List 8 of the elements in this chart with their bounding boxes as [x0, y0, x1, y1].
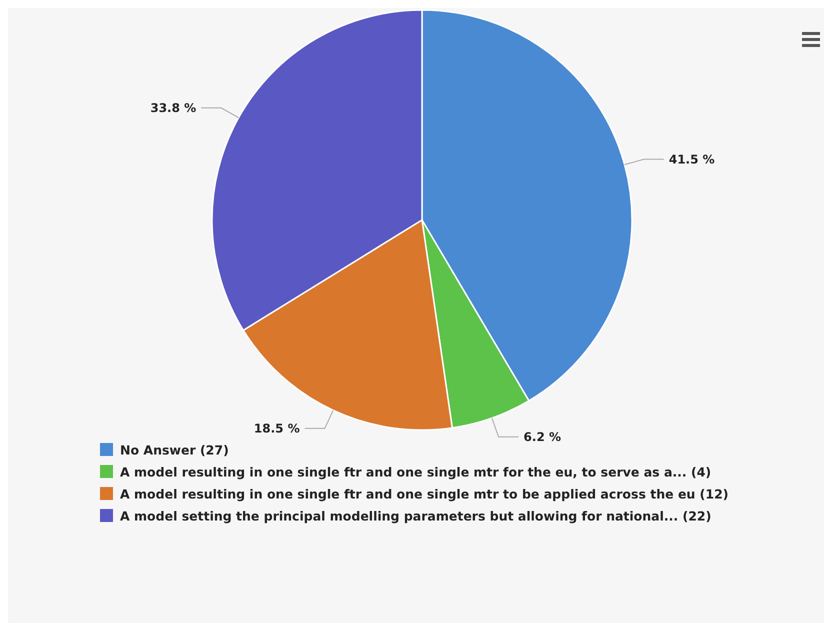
data-label: 33.8 %: [150, 101, 196, 116]
legend-label: A model setting the principal modelling parameters but allowing for national... (22): [120, 508, 712, 524]
data-label: 18.5 %: [254, 422, 300, 436]
data-label: 41.5 %: [668, 152, 715, 167]
legend-label: No Answer (27): [120, 442, 229, 458]
data-label: 6.2 %: [524, 430, 562, 444]
legend-label: A model resulting in one single ftr and one single mtr to be applied across the eu (12): [120, 486, 728, 502]
legend-label: A model resulting in one single ftr and one single mtr for the eu, to serve as a... (4): [120, 464, 712, 480]
